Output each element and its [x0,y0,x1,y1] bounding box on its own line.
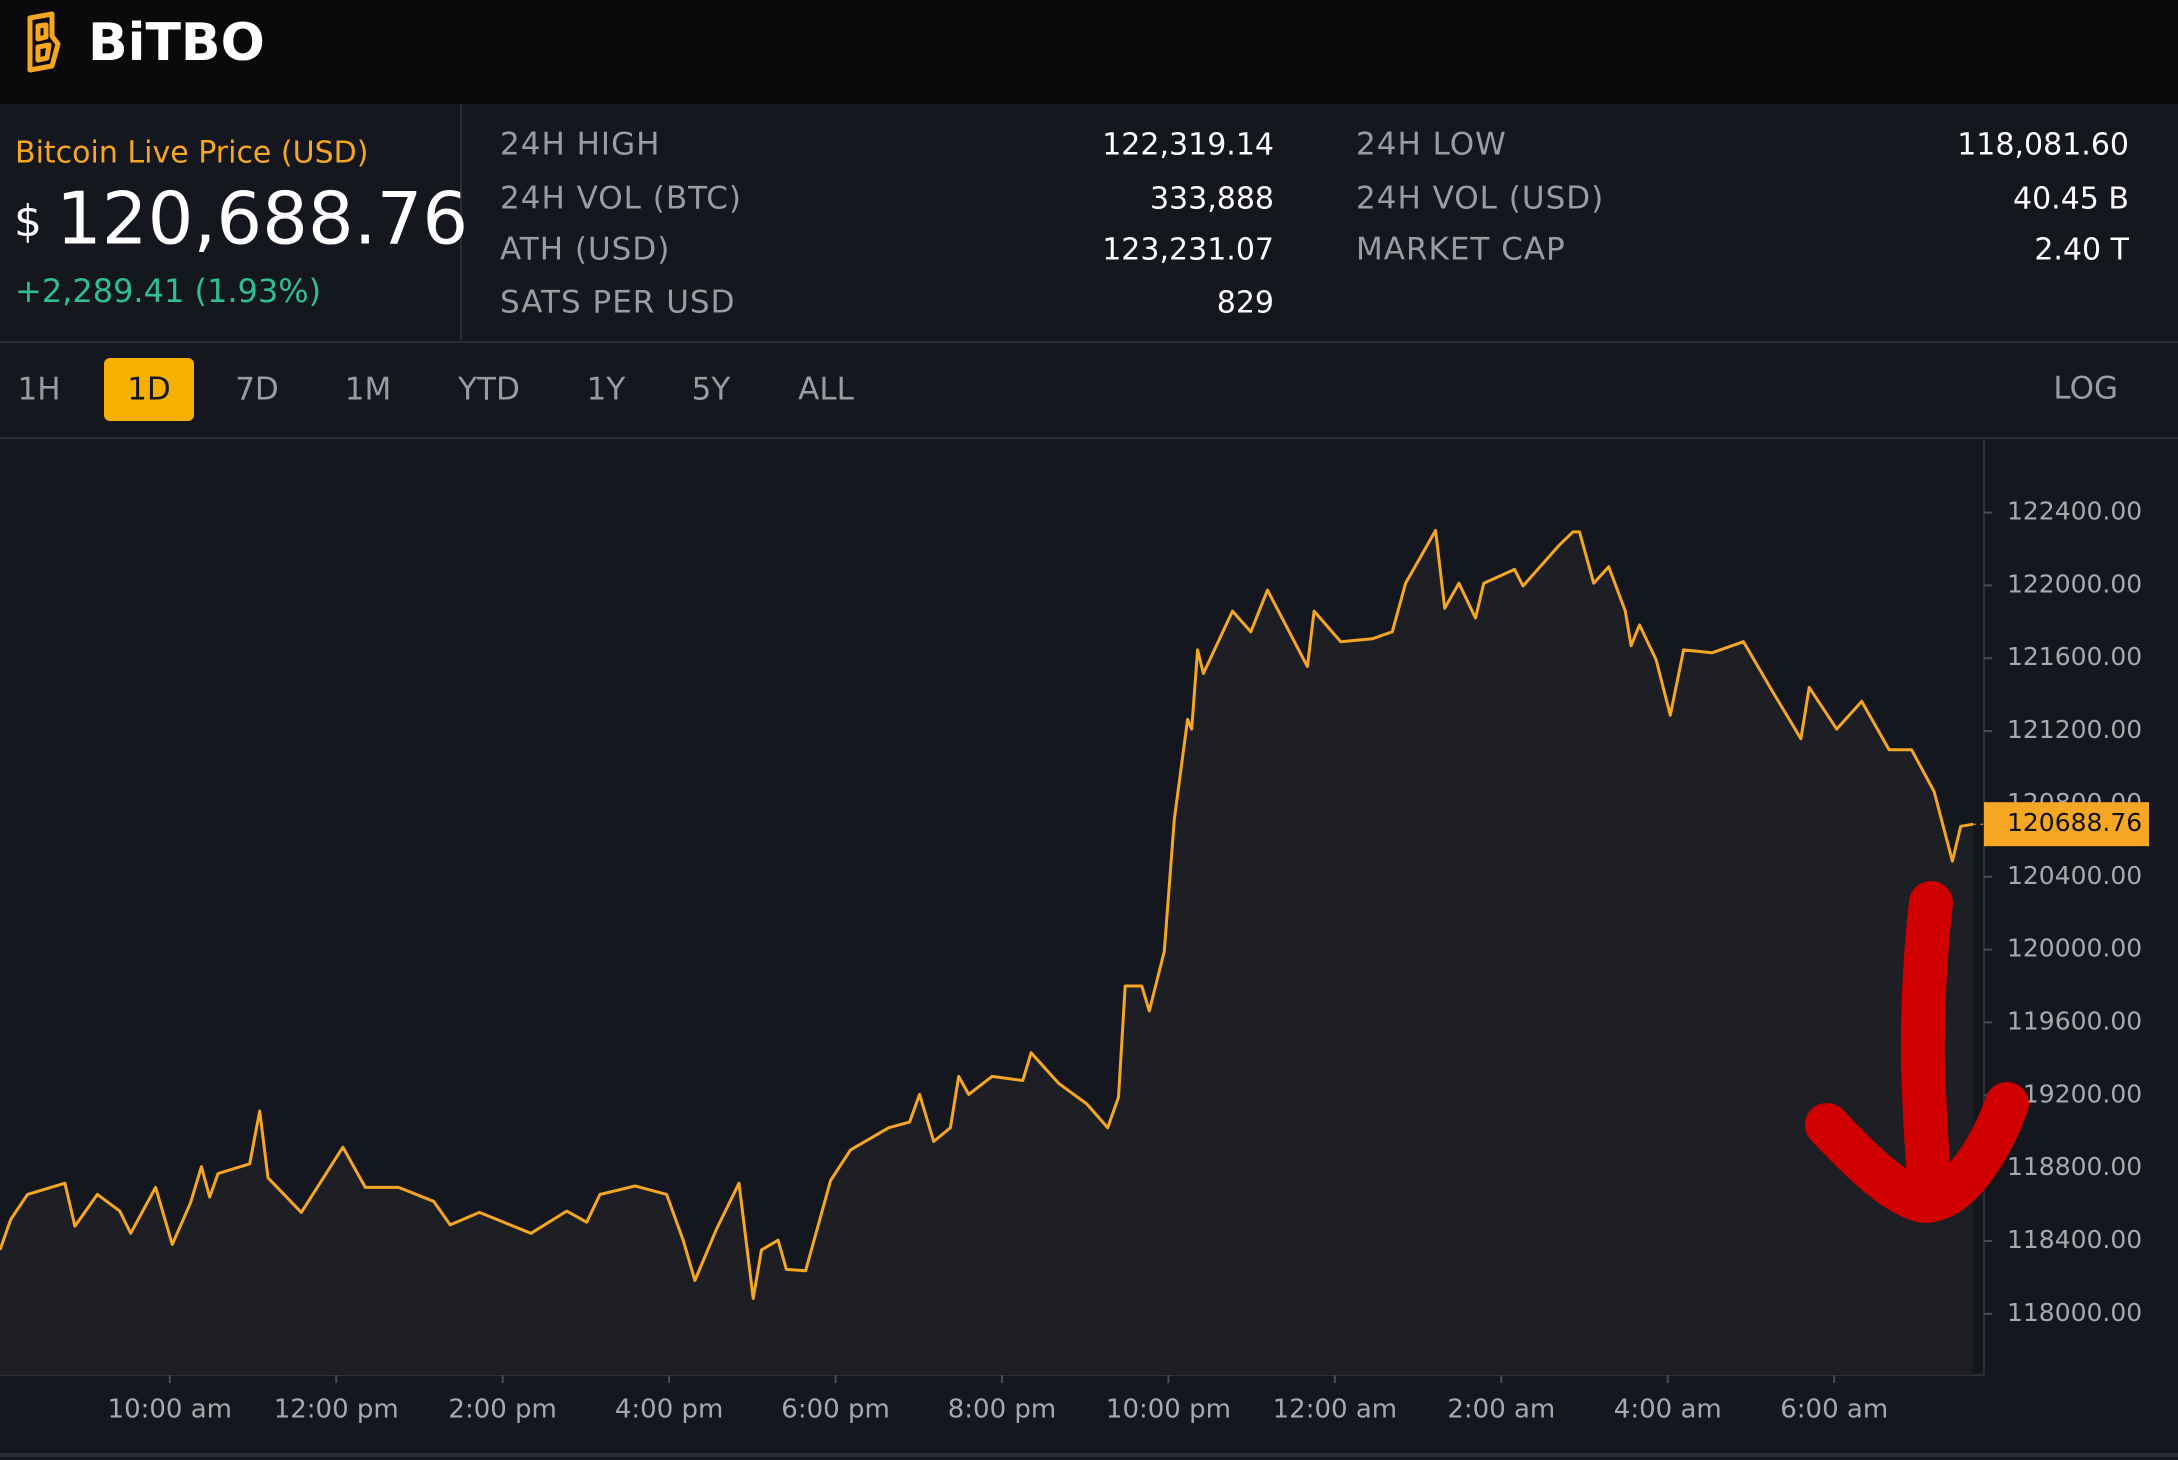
stat-label: 24H VOL (BTC) [500,181,742,217]
brand[interactable]: BiTBO [88,13,265,73]
x-tick-label: 6:00 am [1780,1395,1888,1425]
stat-label: 24H LOW [1356,127,1507,163]
price-value: 120,688.76 [56,177,468,261]
range-button[interactable]: 1H [17,372,60,408]
y-tick-label: 118400.00 [2007,1225,2142,1254]
top-bar [0,0,2178,104]
y-tick-label: 118000.00 [2007,1298,2142,1327]
y-tick-label: 120000.00 [2007,934,2142,963]
y-tick-label: 122400.00 [2007,497,2142,526]
x-tick-label: 12:00 am [1273,1395,1397,1425]
stats: 24H HIGH 122,319.14 24H VOL (BTC) 333,888 AT… [500,127,2130,321]
x-tick-label: 10:00 am [108,1395,232,1425]
range-button[interactable]: YTD [457,372,520,408]
stat-value: 122,319.14 [1102,128,1274,163]
y-tick-label: 122000.00 [2007,569,2142,598]
range-button[interactable]: ALL [798,372,854,408]
y-tick-label: 118800.00 [2007,1152,2142,1181]
price-line [0,528,1974,1300]
stat-value: 118,081.60 [1957,128,2129,163]
y-tick-label: 119600.00 [2007,1006,2142,1035]
stat-value: 829 [1217,286,1274,321]
stat-label: SATS PER USD [500,285,735,321]
range-button[interactable]: 7D [235,372,279,408]
chart: 118000.00 118400.00 118800.00 119200.00 1196… [0,439,2149,1425]
x-tick-label: 6:00 pm [781,1395,889,1425]
x-tick-label: 10:00 pm [1106,1395,1231,1425]
log-button[interactable]: LOG [2053,371,2118,407]
y-tick-label: 119200.00 [2007,1079,2142,1108]
range-button[interactable]: 1Y [587,372,626,408]
active-range-bg [104,358,194,421]
price-label: Bitcoin Live Price (USD) [15,136,368,171]
y-tick-label: 121600.00 [2007,642,2142,671]
stat-value: 2.40 T [2034,233,2129,268]
stat-label: MARKET CAP [1356,232,1566,268]
last-price-tag [1984,802,2149,847]
range-button[interactable]: 1D [127,372,171,408]
stat-label: ATH (USD) [500,232,670,268]
x-tick-label: 2:00 am [1447,1395,1555,1425]
x-tick-label: 12:00 pm [274,1395,399,1425]
y-tick-label: 121200.00 [2007,715,2142,744]
stat-value: 123,231.07 [1102,233,1274,268]
logo-icon [27,11,61,73]
stat-label: 24H HIGH [500,127,660,163]
x-tick-label: 2:00 pm [448,1395,556,1425]
area-fill [0,530,1974,1375]
red-arrow-annotation [1805,881,2029,1223]
range-buttons: 1H 1D 7D 1M YTD 1Y 5Y ALL [17,358,855,421]
last-price-label: 120688.76 [2007,808,2142,837]
currency-symbol: $ [14,196,42,247]
range-button[interactable]: 1M [345,372,391,408]
y-tick-label: 120400.00 [2007,861,2142,890]
stat-value: 40.45 B [2013,182,2129,217]
stat-label: 24H VOL (USD) [1356,181,1604,217]
stat-value: 333,888 [1150,182,1274,217]
x-tick-label: 4:00 am [1614,1395,1722,1425]
x-tick-label: 4:00 pm [615,1395,723,1425]
price-change: +2,289.41 (1.93%) [15,272,321,310]
x-tick-label: 8:00 pm [948,1395,1056,1425]
range-button[interactable]: 5Y [692,372,731,408]
